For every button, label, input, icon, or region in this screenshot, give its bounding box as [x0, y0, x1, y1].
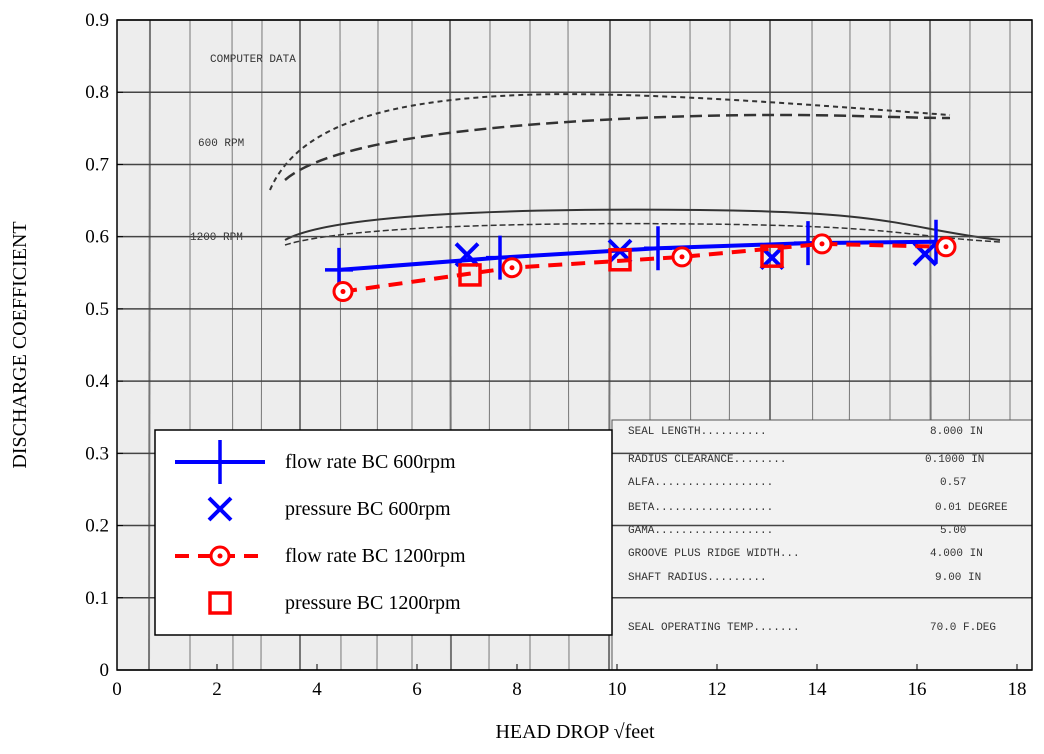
y-tick-label: 0	[100, 660, 110, 681]
legend-label: flow rate BC 1200rpm	[285, 545, 466, 567]
legend-label: pressure BC 600rpm	[285, 498, 451, 520]
scan-annotation: SEAL LENGTH..........	[628, 426, 767, 438]
legend-label: pressure BC 1200rpm	[285, 592, 461, 614]
x-tick-label: 8	[512, 679, 522, 700]
scan-annotation: 70.0 F.DEG	[930, 622, 996, 634]
circle-dot	[820, 241, 825, 246]
y-tick-label: 0.9	[85, 10, 109, 31]
legend-item: flow rate BC 1200rpm	[175, 545, 466, 567]
y-tick-label: 0.1	[85, 588, 109, 609]
scan-annotation: SEAL OPERATING TEMP.......	[628, 622, 800, 634]
legend: flow rate BC 600rpm pressure BC 600rpm flo…	[155, 430, 612, 635]
y-tick-label: 0.3	[85, 443, 109, 464]
x-tick-label: 4	[312, 679, 322, 700]
circle-marker	[211, 547, 229, 565]
scan-annotation: 9.00 IN	[935, 572, 981, 584]
x-tick-label: 0	[112, 679, 122, 700]
scan-annotation: COMPUTER DATA	[210, 54, 296, 66]
circle-dot	[680, 254, 685, 259]
x-tick-label: 12	[708, 679, 727, 700]
y-tick-label: 0.7	[85, 154, 109, 175]
circle-dot	[341, 289, 346, 294]
scan-annotation: 0.1000 IN	[925, 454, 984, 466]
scan-annotation: SHAFT RADIUS.........	[628, 572, 767, 584]
y-tick-label: 0.4	[85, 371, 109, 392]
circle-marker	[503, 259, 521, 277]
circle-marker	[813, 235, 831, 253]
scan-annotation: 8.000 IN	[930, 426, 983, 438]
scan-annotation: 0.01 DEGREE	[935, 502, 1008, 514]
x-tick-label: 18	[1008, 679, 1027, 700]
scan-annotation: 5.00	[940, 525, 966, 537]
circle-dot	[218, 554, 223, 559]
scan-annotation: BETA..................	[628, 502, 773, 514]
legend-label: flow rate BC 600rpm	[285, 451, 456, 473]
scan-annotation: GAMA..................	[628, 525, 773, 537]
scan-annotation: 600 RPM	[198, 138, 244, 150]
x-tick-label: 14	[808, 679, 828, 700]
scan-annotation: 1200 RPM	[190, 232, 243, 244]
chart: COMPUTER DATA 600 RPM 1200 RPM SEAL LENGTH.…	[0, 0, 1044, 749]
x-tick-label: 6	[412, 679, 422, 700]
circle-marker	[334, 283, 352, 301]
circle-dot	[510, 265, 515, 270]
scan-annotation: ALFA..................	[628, 477, 773, 489]
x-tick-label: 10	[608, 679, 627, 700]
y-tick-label: 0.6	[85, 227, 109, 248]
scan-annotation: 0.57	[940, 477, 966, 489]
scan-annotation: GROOVE PLUS RIDGE WIDTH...	[628, 548, 800, 560]
x-tick-label: 16	[908, 679, 927, 700]
page: COMPUTER DATA 600 RPM 1200 RPM SEAL LENGTH.…	[0, 0, 1044, 754]
circle-dot	[944, 244, 949, 249]
y-axis-label: DISCHARGE COEFFICIENT	[9, 221, 31, 468]
y-tick-label: 0.5	[85, 299, 109, 320]
scan-vertical-line	[149, 20, 150, 670]
scan-annotation: RADIUS CLEARANCE........	[628, 454, 786, 466]
y-tick-label: 0.2	[85, 516, 109, 537]
y-tick-label: 0.8	[85, 82, 109, 103]
circle-marker	[673, 248, 691, 266]
x-axis-label: HEAD DROP √feet	[495, 721, 655, 743]
x-tick-label: 2	[212, 679, 222, 700]
scan-annotation: 4.000 IN	[930, 548, 983, 560]
circle-marker	[937, 238, 955, 256]
